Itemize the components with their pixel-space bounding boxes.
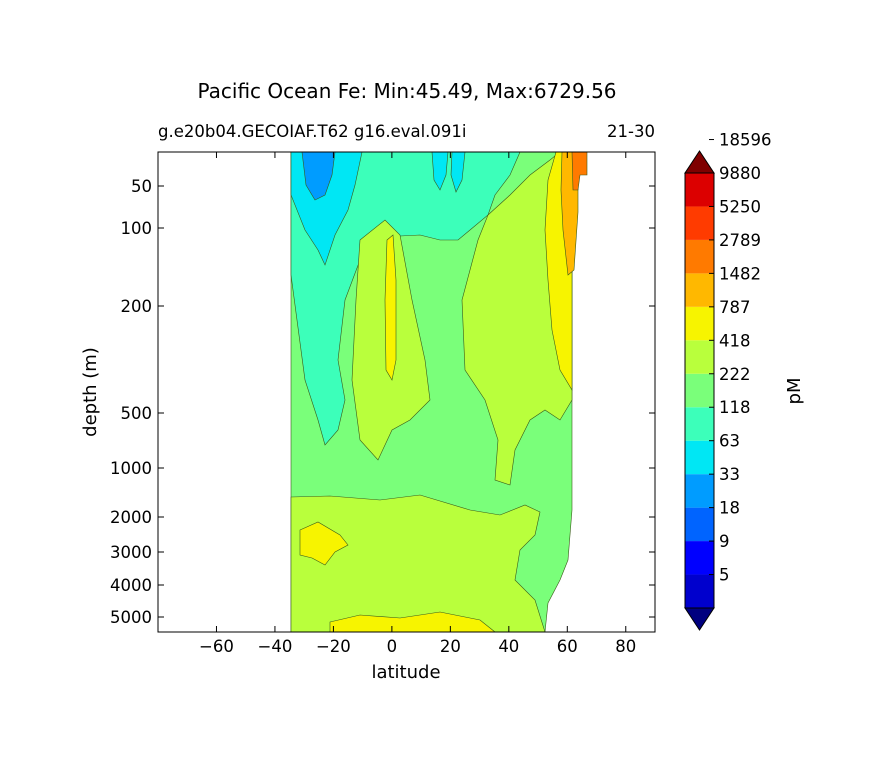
y-tick-label: 4000 xyxy=(110,576,152,595)
colorbar-tick-label: 63 xyxy=(719,432,740,451)
colorbar-band xyxy=(685,306,714,341)
plot-frame xyxy=(157,151,656,633)
y-tick-label: 3000 xyxy=(110,543,152,562)
colorbar-band xyxy=(685,206,714,240)
colorbar-tick-label: 1482 xyxy=(719,264,761,283)
x-tick-label: −60 xyxy=(199,637,234,656)
colorbar-tick-label: 222 xyxy=(719,365,751,384)
y-tick-label: 2000 xyxy=(110,508,152,527)
colorbar-tick-label: 33 xyxy=(719,465,740,484)
colorbar-band xyxy=(685,507,714,542)
y-axis-label: depth (m) xyxy=(80,347,101,437)
colorbar: 5 9 18 33 63 118 222 418 787 1482 2789 5250 9880 1859… xyxy=(684,131,772,631)
colorbar-label: pM xyxy=(784,378,805,405)
colorbar-extend-max xyxy=(684,150,715,174)
colorbar-band xyxy=(685,173,714,207)
colorbar-tick-label: 5 xyxy=(719,566,730,585)
region-north-418 xyxy=(461,151,573,486)
y-tick-label: 50 xyxy=(131,177,152,196)
x-axis: −60 −40 −20 0 20 40 60 80 xyxy=(199,152,636,656)
x-axis-label: latitude xyxy=(371,662,440,683)
chart-subtitle-right: 21-30 xyxy=(607,122,655,141)
colorbar-tick-label: 18596 xyxy=(719,131,772,150)
x-tick-label: 40 xyxy=(498,637,519,656)
region-equator-787 xyxy=(384,234,397,381)
colorbar-band xyxy=(685,340,714,374)
x-tick-label: −40 xyxy=(258,637,293,656)
x-tick-label: 60 xyxy=(557,637,578,656)
y-axis: 50 100 200 500 1000 2000 3000 4000 5000 xyxy=(110,177,655,627)
colorbar-tick-label: 2789 xyxy=(719,231,761,250)
x-tick-label: 0 xyxy=(387,637,398,656)
y-tick-label: 5000 xyxy=(110,608,152,627)
contour-fills xyxy=(290,151,588,633)
chart-subtitle-left: g.e20b04.GECOIAF.T62 g16.eval.091i xyxy=(158,122,467,141)
colorbar-band xyxy=(685,373,714,408)
colorbar-band xyxy=(685,541,714,575)
region-bottom-418 xyxy=(290,494,546,633)
colorbar-tick-label: 418 xyxy=(719,331,751,350)
y-tick-label: 500 xyxy=(121,404,153,423)
region-deep-blob-787 xyxy=(299,521,349,566)
colorbar-band xyxy=(685,407,714,441)
chart-title: Pacific Ocean Fe: Min:45.49, Max:6729.56 xyxy=(197,79,616,103)
colorbar-tick-label: 118 xyxy=(719,398,751,417)
colorbar-band xyxy=(685,273,714,307)
colorbar-frame xyxy=(684,172,715,609)
colorbar-tick-label: 18 xyxy=(719,499,740,518)
colorbar-tick-label: 9880 xyxy=(719,164,761,183)
colorbar-tick-label: 9 xyxy=(719,532,730,551)
colorbar-extend-min xyxy=(684,607,715,631)
colorbar-tick-label: 787 xyxy=(719,298,751,317)
colorbar-band xyxy=(685,474,714,508)
x-tick-label: 80 xyxy=(615,637,636,656)
colorbar-band xyxy=(685,440,714,475)
y-tick-label: 200 xyxy=(121,297,153,316)
x-tick-label: 20 xyxy=(440,637,461,656)
y-tick-label: 100 xyxy=(121,219,153,238)
colorbar-band xyxy=(685,239,714,274)
x-tick-label: −20 xyxy=(316,637,351,656)
colorbar-band xyxy=(685,574,714,608)
colorbar-tick-label: 5250 xyxy=(719,197,761,216)
y-tick-label: 1000 xyxy=(110,459,152,478)
